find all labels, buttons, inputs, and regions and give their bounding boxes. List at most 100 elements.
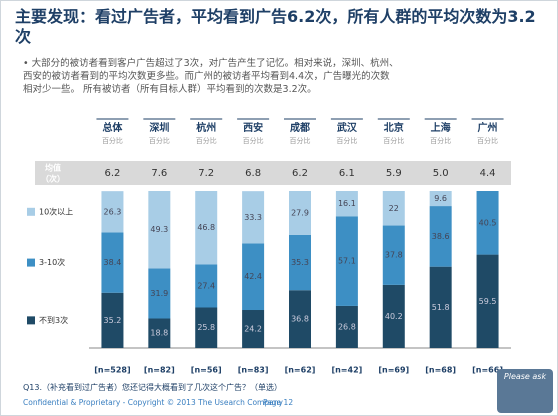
- n-label: [n=68]: [425, 366, 456, 375]
- unit-label: 百分比: [243, 136, 264, 145]
- unit-label: 百分比: [383, 136, 404, 145]
- legend-label: 3-10次: [39, 257, 65, 267]
- legend-label: 不到3次: [39, 315, 68, 325]
- summary-line: • 大部分的被访者看到客户广告超过了3次，对广告产生了记忆。相对来说，深圳、杭州…: [23, 58, 399, 69]
- bar-segment: [429, 266, 452, 348]
- unit-label: 百分比: [102, 136, 123, 145]
- question-note: Q13.（补充看到过广告者）您还记得大概看到了几次这个广告？（单选）: [23, 383, 283, 392]
- bar-segment: [101, 232, 124, 293]
- copyright: Confidential & Proprietary - Copyright ©…: [23, 398, 283, 407]
- summary-line: 西安的被访者看到的平均次数更多些。而广州的被访者平均看到4.4次，广告曝光的次数: [23, 71, 390, 82]
- mean-value: 6.2: [292, 168, 308, 179]
- value-label: 16.1: [338, 199, 356, 208]
- unit-label: 百分比: [477, 136, 498, 145]
- unit-label: 百分比: [196, 136, 217, 145]
- value-label: 35.3: [291, 258, 309, 267]
- value-label: 24.2: [244, 325, 262, 334]
- value-label: 40.5: [479, 218, 497, 227]
- value-label: 27.9: [291, 208, 309, 217]
- bar-segment: [242, 191, 265, 244]
- value-label: 22: [389, 204, 399, 213]
- bar-segment: [242, 243, 265, 311]
- bar-segment: [101, 191, 124, 233]
- mean-value: 7.2: [198, 168, 214, 179]
- bar-segment: [335, 191, 358, 217]
- mean-row: [35, 161, 511, 185]
- mean-label: （次）: [41, 174, 65, 184]
- value-label: 26.8: [338, 322, 356, 331]
- value-label: 18.8: [150, 329, 168, 338]
- value-label: 40.2: [385, 312, 403, 321]
- value-label: 46.8: [197, 223, 215, 232]
- category-label: 总体: [102, 121, 123, 134]
- legend-swatch: [27, 258, 35, 267]
- category-label: 上海: [431, 121, 451, 134]
- bar-segment: [382, 225, 405, 285]
- legend-swatch: [27, 316, 35, 325]
- bar-segment: [148, 318, 171, 348]
- bar-segment: [335, 216, 358, 306]
- value-label: 31.9: [150, 289, 168, 298]
- n-label: [n=66]: [472, 366, 503, 375]
- category-label: 杭州: [196, 121, 216, 134]
- mean-value: 6.2: [104, 168, 120, 179]
- bar-segment: [382, 284, 405, 348]
- mean-value: 7.6: [151, 168, 167, 179]
- n-label: [n=82]: [144, 366, 175, 375]
- value-label: 25.8: [197, 323, 215, 332]
- category-label: 武汉: [337, 121, 358, 134]
- bar-segment: [242, 310, 265, 348]
- summary-line: 相对少一些。 所有被访者（所有目标人群）平均看到的次数是3.2次。: [23, 84, 317, 95]
- category-label: 广州: [478, 121, 498, 134]
- bar-segment: [289, 191, 311, 235]
- value-label: 27.4: [197, 281, 215, 290]
- value-label: 37.8: [385, 251, 403, 260]
- value-label: 49.3: [150, 225, 168, 234]
- n-label: [n=56]: [191, 366, 222, 375]
- mean-value: 6.1: [339, 168, 355, 179]
- bar-segment: [429, 206, 452, 267]
- bar-segment: [195, 264, 218, 308]
- logo: Please ask: [497, 369, 553, 413]
- page-number: Page 12: [263, 398, 294, 407]
- legend-swatch: [27, 207, 35, 216]
- value-label: 35.2: [104, 316, 122, 325]
- mean-label: 均值: [45, 163, 61, 173]
- bar-segment: [101, 292, 124, 348]
- value-label: 38.6: [432, 232, 450, 241]
- unit-label: 百分比: [336, 136, 357, 145]
- bar-segment: [195, 191, 218, 265]
- value-label: 59.5: [479, 297, 497, 306]
- n-label: [n=69]: [378, 366, 409, 375]
- bar-segment: [148, 268, 171, 319]
- value-label: 57.1: [338, 257, 356, 266]
- bar-segment: [148, 191, 171, 269]
- unit-label: 百分比: [149, 136, 170, 145]
- category-label: 北京: [384, 121, 404, 134]
- bar-segment: [476, 191, 499, 255]
- mean-value: 6.8: [245, 168, 261, 179]
- bar-segment: [289, 290, 311, 348]
- n-label: [n=62]: [285, 366, 316, 375]
- mean-value: 5.9: [386, 168, 402, 179]
- value-label: 38.4: [104, 258, 122, 267]
- summary-text: • 大部分的被访者看到客户广告超过了3次，对广告产生了记忆。相对来说，深圳、杭州…: [23, 57, 543, 96]
- bar-segment: [476, 254, 499, 348]
- bar-segment: [289, 234, 311, 291]
- value-label: 26.3: [104, 207, 122, 216]
- category-label: 成都: [290, 121, 310, 134]
- value-label: 51.8: [432, 303, 450, 312]
- category-label: 西安: [243, 121, 263, 134]
- n-label: [n=83]: [238, 366, 269, 375]
- category-label: 深圳: [149, 121, 169, 134]
- mean-value: 5.0: [433, 168, 449, 179]
- unit-label: 百分比: [430, 136, 451, 145]
- bar-segment: [195, 307, 218, 348]
- mean-value: 4.4: [480, 168, 496, 179]
- legend-label: 10次以上: [39, 206, 73, 216]
- value-label: 9.6: [434, 194, 447, 203]
- bar-segment: [429, 191, 452, 207]
- value-label: 33.3: [244, 213, 262, 222]
